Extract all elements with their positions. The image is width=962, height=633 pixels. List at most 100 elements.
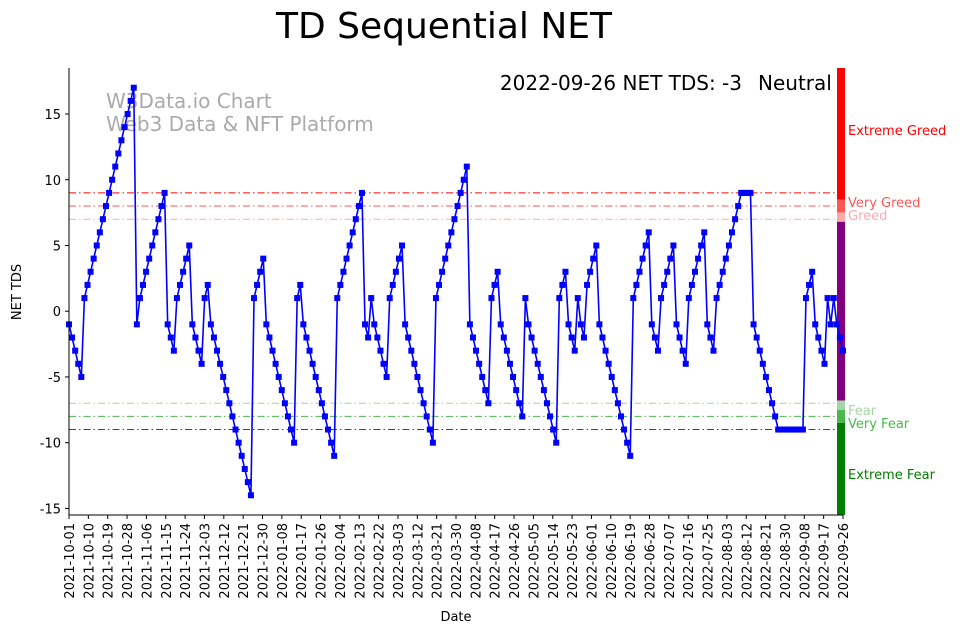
data-point	[377, 347, 384, 354]
data-point	[112, 163, 119, 170]
data-point	[648, 321, 655, 328]
y-tick-label: 15	[44, 108, 61, 123]
data-point	[722, 255, 729, 262]
data-point	[815, 334, 822, 341]
x-tick-label: 2022-07-07	[663, 523, 678, 599]
data-point	[232, 426, 239, 433]
x-tick-label: 2022-03-30	[450, 523, 465, 599]
data-point	[806, 281, 813, 288]
data-point	[392, 268, 399, 275]
data-point	[288, 426, 295, 433]
data-point	[540, 387, 547, 394]
data-point	[417, 387, 424, 394]
data-point	[568, 334, 575, 341]
data-point	[81, 295, 88, 302]
x-tick-label: 2021-12-30	[257, 523, 272, 599]
data-point	[818, 347, 825, 354]
x-tick-label: 2022-03-21	[431, 523, 446, 599]
data-point	[380, 360, 387, 367]
data-point	[624, 439, 631, 446]
data-point	[300, 321, 307, 328]
zone-neutral	[837, 221, 845, 401]
data-point	[759, 360, 766, 367]
data-point	[479, 373, 486, 380]
data-point	[658, 295, 665, 302]
data-point	[670, 242, 677, 249]
data-point	[161, 189, 168, 196]
data-point	[781, 426, 788, 433]
data-point	[488, 295, 495, 302]
data-point	[365, 334, 372, 341]
data-point	[651, 334, 658, 341]
data-point	[454, 203, 461, 210]
data-point	[318, 400, 325, 407]
data-point	[244, 479, 251, 486]
data-point	[772, 413, 779, 420]
data-point	[485, 400, 492, 407]
x-tick-label: 2022-08-30	[779, 523, 794, 599]
data-point	[710, 347, 717, 354]
data-point	[87, 268, 94, 275]
data-point	[214, 347, 221, 354]
series-line	[68, 87, 844, 496]
y-tick-label: -5	[48, 371, 61, 386]
watermark-line2: Web3 Data & NFT Platform	[106, 112, 374, 136]
data-point	[809, 268, 816, 275]
data-point	[312, 373, 319, 380]
data-point	[423, 413, 430, 420]
data-point	[118, 137, 125, 144]
data-point	[611, 387, 618, 394]
data-point	[195, 347, 202, 354]
x-tick-label: 2022-09-26	[837, 523, 852, 599]
data-point	[439, 268, 446, 275]
data-point	[556, 295, 563, 302]
data-point	[590, 255, 597, 262]
data-point	[241, 465, 248, 472]
data-point	[103, 203, 109, 210]
data-point	[328, 439, 335, 446]
data-point	[630, 295, 637, 302]
data-point	[155, 216, 162, 223]
data-point	[716, 281, 723, 288]
data-point	[130, 84, 137, 91]
data-point	[136, 295, 143, 302]
data-point	[291, 439, 298, 446]
data-point	[69, 334, 76, 341]
x-tick-label: 2022-02-13	[353, 523, 368, 599]
data-point	[627, 452, 634, 459]
data-point	[278, 387, 285, 394]
data-point	[334, 295, 341, 302]
data-point	[466, 321, 473, 328]
x-axis-label: Date	[440, 610, 471, 625]
data-point	[642, 242, 649, 249]
data-point	[574, 295, 581, 302]
x-tick-label: 2022-08-21	[760, 523, 775, 599]
data-point	[756, 347, 763, 354]
data-point	[605, 360, 612, 367]
data-point	[432, 295, 439, 302]
data-point	[297, 281, 304, 288]
data-point	[836, 334, 843, 341]
x-tick-label: 2022-06-10	[605, 523, 620, 599]
data-point	[152, 229, 159, 236]
data-point	[177, 281, 184, 288]
data-point	[355, 203, 362, 210]
data-point	[725, 242, 732, 249]
data-point	[587, 268, 594, 275]
x-tick-label: 2022-07-25	[702, 523, 717, 599]
data-point	[226, 400, 233, 407]
data-point	[325, 426, 332, 433]
data-point	[93, 242, 100, 249]
data-point	[617, 413, 624, 420]
x-tick-label: 2022-03-12	[411, 523, 426, 599]
data-point	[167, 334, 174, 341]
data-point	[445, 242, 452, 249]
data-point	[352, 216, 359, 223]
data-point	[170, 347, 177, 354]
data-point	[528, 334, 535, 341]
x-tick-label: 2022-09-08	[798, 523, 813, 599]
sentiment-label: Neutral	[758, 71, 832, 95]
data-point	[368, 295, 375, 302]
data-point	[189, 321, 196, 328]
